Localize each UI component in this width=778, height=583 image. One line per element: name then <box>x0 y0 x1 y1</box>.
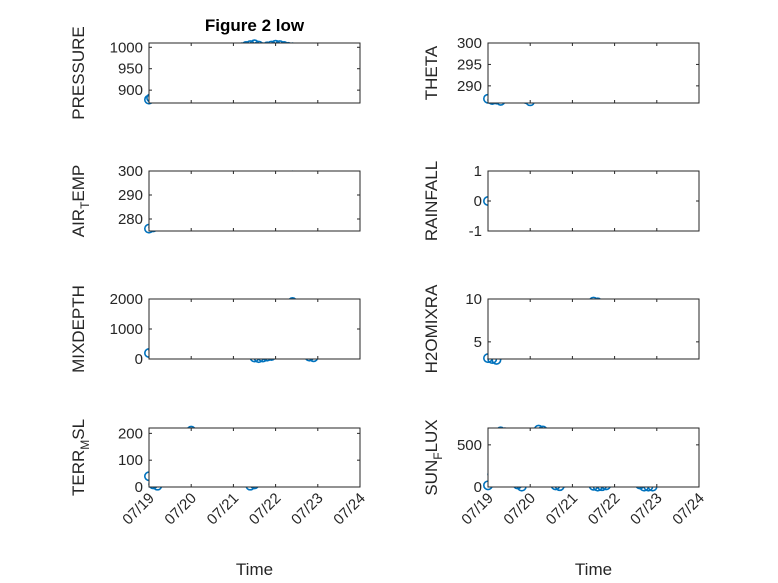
y-tick-label: 295 <box>457 56 482 73</box>
subplot-2: 290 295 300 THETA <box>422 35 700 107</box>
x-tick-label: 07/22 <box>585 490 624 529</box>
x-tick-label: 07/21 <box>204 490 243 529</box>
axes-frame <box>148 298 361 360</box>
axes-frame <box>148 42 361 104</box>
y-tick-label: 5 <box>474 334 482 351</box>
y-tick-label: 100 <box>118 452 143 469</box>
y-tick-label: 0 <box>474 479 482 496</box>
y-tick-label: 300 <box>457 35 482 52</box>
y-axis-label: THETA <box>422 45 441 100</box>
axes-frame <box>487 170 700 232</box>
y-axis-label: RAINFALL <box>422 161 441 241</box>
y-tick-label: 950 <box>118 61 143 78</box>
y-axis-label: PRESSURE <box>69 26 88 120</box>
subplot-3: 280 290 300 AIRTEMP <box>69 163 361 238</box>
y-axis-label: AIRTEMP <box>69 165 92 238</box>
axes-frame <box>487 298 700 360</box>
x-axis-label: Time <box>575 560 612 579</box>
x-tick-label: 07/23 <box>627 490 666 529</box>
x-tick-label: 07/24 <box>669 490 708 529</box>
y-tick-label: 300 <box>118 163 143 180</box>
subplot-1: 900 950 1000 PRESSURE Figure 2 low <box>69 16 361 120</box>
y-tick-label: 0 <box>135 479 143 496</box>
y-axis-label: TERRMSL <box>69 419 92 496</box>
x-tick-label: 07/23 <box>288 490 327 529</box>
axes-frame <box>148 170 361 232</box>
y-tick-label: 0 <box>135 351 143 368</box>
y-tick-label: 200 <box>118 425 143 442</box>
y-tick-label: 500 <box>457 437 482 454</box>
x-axis-label: Time <box>236 560 273 579</box>
y-tick-label: 290 <box>118 187 143 204</box>
figure-title: Figure 2 low <box>205 16 305 35</box>
axes-frame <box>148 427 361 488</box>
y-tick-label: 1000 <box>110 39 143 56</box>
y-tick-label: -1 <box>469 223 482 240</box>
y-axis-label: MIXDEPTH <box>69 285 88 373</box>
y-tick-label: 2000 <box>110 291 143 308</box>
y-tick-label: 0 <box>474 193 482 210</box>
axes-frame <box>487 427 700 488</box>
y-axis-label: SUNFLUX <box>422 419 445 495</box>
subplot-6: 5 10 H2OMIXRA <box>422 284 700 373</box>
x-tick-label: 07/20 <box>161 490 200 529</box>
x-tick-label: 07/22 <box>246 490 285 529</box>
subplot-5: 0 1000 2000 MIXDEPTH <box>69 285 361 373</box>
y-tick-label: 280 <box>118 211 143 228</box>
y-tick-label: 10 <box>465 291 482 308</box>
y-tick-label: 1 <box>474 163 482 180</box>
axes-frame <box>487 42 700 104</box>
x-tick-label: 07/20 <box>500 490 539 529</box>
x-tick-label: 07/24 <box>330 490 369 529</box>
subplot-4: -1 0 1 RAINFALL <box>422 161 700 241</box>
y-tick-label: 290 <box>457 78 482 95</box>
y-axis-label: H2OMIXRA <box>422 284 441 373</box>
x-tick-label: 07/21 <box>543 490 582 529</box>
y-tick-label: 900 <box>118 82 143 99</box>
y-tick-label: 1000 <box>110 321 143 338</box>
